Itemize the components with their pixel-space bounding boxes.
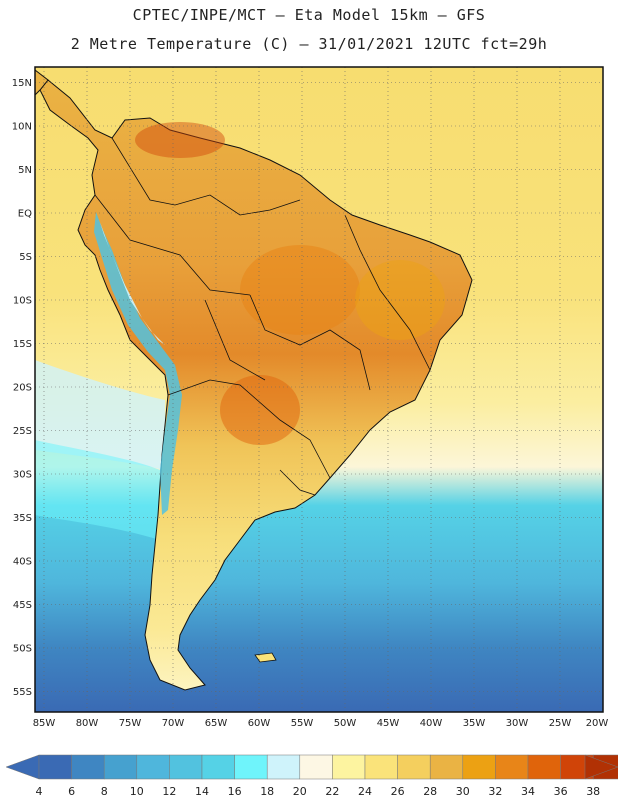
lat-label: 5S: [19, 252, 32, 263]
legend-label: 12: [162, 785, 176, 798]
lon-label: 85W: [33, 718, 56, 729]
lat-label: 30S: [13, 470, 32, 481]
lon-label: 80W: [76, 718, 99, 729]
color-legend: 4 6 8 10 12 14 16 18 20 22 24 26 28 30 32 34 36 38: [5, 754, 618, 798]
legend-low-arrow: [5, 754, 40, 780]
legend-swatch: [527, 754, 561, 780]
andes-cold-strip: [94, 212, 182, 515]
lon-label: 50W: [334, 718, 357, 729]
legend-label: 8: [101, 785, 108, 798]
map-title: CPTEC/INPE/MCT – Eta Model 15km – GFS: [132, 6, 486, 24]
lon-label: 40W: [420, 718, 443, 729]
lat-label: 5N: [18, 165, 32, 176]
lon-label: 30W: [506, 718, 529, 729]
lat-label: EQ: [18, 209, 32, 220]
legend-label: 18: [260, 785, 274, 798]
lat-label: 15N: [12, 78, 32, 89]
legend-label: 24: [358, 785, 372, 798]
legend-label: 22: [325, 785, 339, 798]
pacific-cool-region: [35, 360, 165, 470]
lat-label: 55S: [13, 687, 32, 698]
lat-label: 20S: [13, 383, 32, 394]
legend-label: 26: [391, 785, 405, 798]
legend-swatch: [364, 754, 398, 780]
legend-swatch: [332, 754, 366, 780]
legend-label: 10: [130, 785, 144, 798]
legend-swatch: [397, 754, 431, 780]
lat-label: 10N: [12, 122, 32, 133]
lon-label: 65W: [205, 718, 228, 729]
lat-label: 15S: [13, 339, 32, 350]
lat-label: 25S: [13, 426, 32, 437]
lon-label: 35W: [463, 718, 486, 729]
lat-label: 45S: [13, 600, 32, 611]
legend-label: 38: [586, 785, 600, 798]
legend-swatch: [169, 754, 203, 780]
lon-label: 70W: [162, 718, 185, 729]
pacific-cold-region: [35, 440, 160, 540]
legend-high-arrow: [584, 754, 618, 780]
legend-swatch: [462, 754, 496, 780]
latitude-labels: 15N 10N 5N EQ 5S 10S 15S 20S 25S 30S 35S…: [12, 78, 32, 698]
legend-swatch: [201, 754, 235, 780]
legend-swatch: [103, 754, 138, 780]
hotspot-chaco: [220, 375, 300, 445]
legend-label: 32: [488, 785, 502, 798]
legend-label: 36: [554, 785, 568, 798]
legend-swatch: [299, 754, 333, 780]
lon-label: 75W: [119, 718, 142, 729]
lat-label: 50S: [13, 644, 32, 655]
legend-swatch: [136, 754, 170, 780]
lon-label: 25W: [549, 718, 572, 729]
map-subtitle: 2 Metre Temperature (C) – 31/01/2021 12U…: [70, 35, 548, 53]
lat-label: 40S: [13, 557, 32, 568]
legend-label: 20: [293, 785, 307, 798]
lon-label: 60W: [248, 718, 271, 729]
legend-label: 28: [423, 785, 437, 798]
country-borders: [94, 137, 431, 496]
lat-label: 10S: [13, 296, 32, 307]
legend-label: 16: [228, 785, 242, 798]
legend-labels: 4 6 8 10 12 14 16 18 20 22 24 26 28 30 32 34 36 38: [36, 785, 601, 798]
legend-swatch: [234, 754, 268, 780]
legend-swatch: [38, 754, 72, 780]
lat-label: 35S: [13, 513, 32, 524]
falkland-islands: [254, 652, 277, 663]
central-america-land: [35, 69, 49, 96]
lon-label: 45W: [377, 718, 400, 729]
legend-label: 30: [456, 785, 470, 798]
legend-swatch: [71, 754, 105, 780]
hotspot-amazon: [240, 245, 360, 335]
legend-swatch: [266, 754, 301, 780]
graticule: [35, 67, 603, 712]
legend-swatch: [495, 754, 529, 780]
legend-label: 4: [36, 785, 43, 798]
legend-swatches: [38, 754, 618, 780]
legend-label: 14: [195, 785, 209, 798]
legend-swatch: [429, 754, 464, 780]
lon-label: 55W: [291, 718, 314, 729]
legend-label: 34: [521, 785, 535, 798]
lon-label: 20W: [586, 718, 609, 729]
map-frame: [34, 66, 604, 713]
legend-label: 6: [68, 785, 75, 798]
hotspot-venezuela: [135, 122, 225, 158]
longitude-labels: 85W 80W 75W 70W 65W 60W 55W 50W 45W 40W …: [33, 718, 609, 729]
